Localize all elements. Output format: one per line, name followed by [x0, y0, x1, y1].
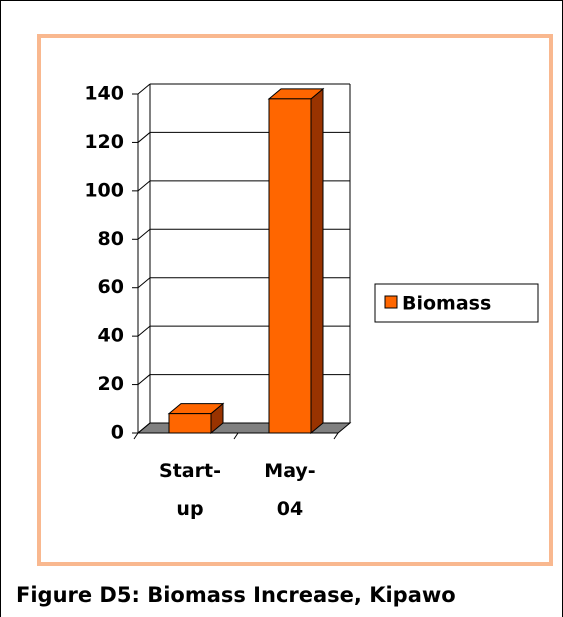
y-tick-label: 140	[84, 83, 124, 105]
bar	[168, 413, 212, 434]
legend: Biomass	[374, 283, 539, 323]
caption: Figure D5: Biomass Increase, Kipawo	[16, 583, 456, 607]
side-grid	[137, 422, 151, 434]
y-tick-label: 40	[98, 325, 124, 347]
y-tick-label: 80	[98, 228, 124, 250]
y-tick-label: 60	[98, 276, 124, 298]
legend-label: Biomass	[402, 293, 491, 315]
side-grid	[137, 277, 151, 289]
bar-side	[310, 87, 324, 435]
bar	[268, 98, 312, 434]
x-tick	[333, 432, 339, 440]
legend-swatch	[384, 295, 398, 309]
y-tick-label: 100	[84, 179, 124, 201]
side-grid	[137, 228, 151, 240]
y-tick-label: 0	[111, 422, 124, 444]
y-tick-label: 120	[84, 131, 124, 153]
side-grid	[137, 325, 151, 337]
y-tick-label: 20	[98, 373, 124, 395]
x-tick-label: May-04	[264, 460, 315, 520]
side-grid	[137, 132, 151, 143]
side-grid	[137, 83, 151, 95]
side-grid	[137, 374, 151, 385]
legend-box	[374, 283, 539, 323]
plot: 0 20 40 60 80 100 120 140 Start-up May-04 Biomass	[84, 83, 539, 520]
x-tick	[133, 432, 139, 440]
x-tick	[233, 432, 239, 440]
side-grid	[137, 180, 151, 192]
x-tick-label: Start-up	[159, 460, 221, 520]
